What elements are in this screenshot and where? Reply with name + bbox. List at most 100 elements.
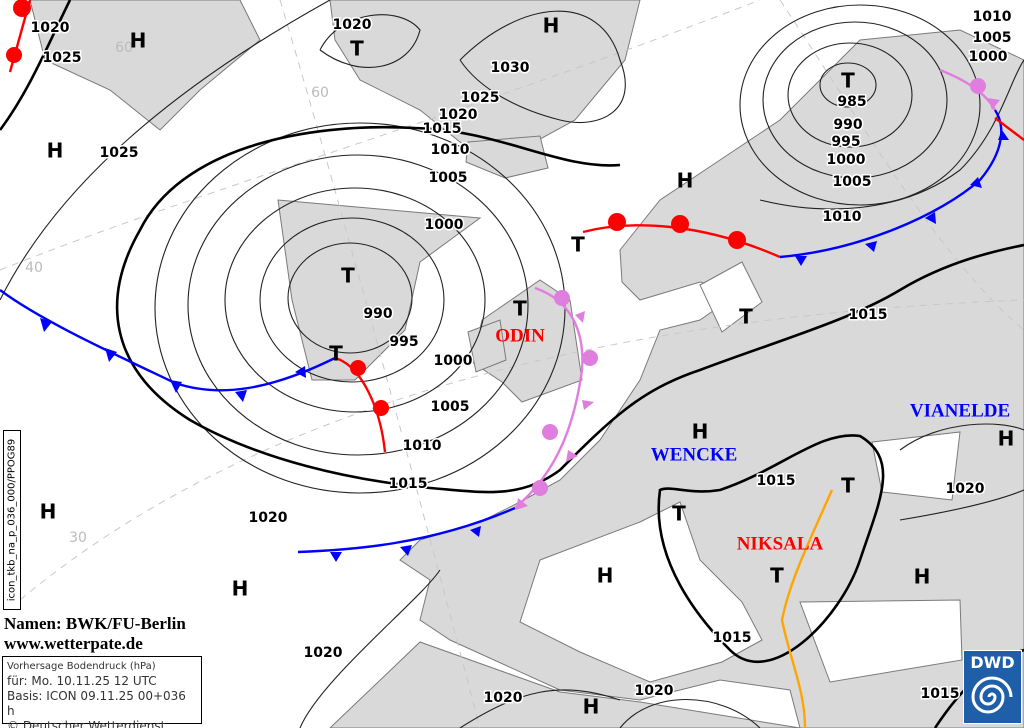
svg-text:H: H xyxy=(40,500,57,524)
svg-text:T: T xyxy=(350,37,364,61)
storm-name-wencke: WENCKE xyxy=(651,444,738,465)
svg-text:T: T xyxy=(841,69,855,93)
svg-text:1020: 1020 xyxy=(249,510,288,526)
svg-text:H: H xyxy=(583,695,600,719)
svg-text:1015: 1015 xyxy=(921,686,960,702)
svg-text:1010: 1010 xyxy=(403,438,442,454)
svg-text:H: H xyxy=(232,577,249,601)
svg-text:990: 990 xyxy=(363,306,392,322)
svg-text:T: T xyxy=(672,502,686,526)
info-model-base: Basis: ICON 09.11.25 00+036 h xyxy=(7,689,186,718)
svg-text:1000: 1000 xyxy=(969,49,1008,65)
svg-text:T: T xyxy=(841,474,855,498)
svg-text:H: H xyxy=(914,565,931,589)
svg-text:1005: 1005 xyxy=(833,174,872,190)
svg-text:H: H xyxy=(543,14,560,38)
svg-text:T: T xyxy=(513,297,527,321)
svg-text:1010: 1010 xyxy=(973,9,1012,25)
north-africa xyxy=(329,641,801,728)
svg-text:H: H xyxy=(47,139,64,163)
cold-front-south xyxy=(297,506,516,554)
svg-text:T: T xyxy=(341,264,355,288)
svg-text:995: 995 xyxy=(831,134,860,150)
baltic-sea xyxy=(699,261,763,333)
svg-text:990: 990 xyxy=(833,117,862,133)
svg-text:1025: 1025 xyxy=(461,90,500,106)
svg-text:1015: 1015 xyxy=(423,121,462,137)
svg-text:995: 995 xyxy=(389,334,418,350)
svg-text:H: H xyxy=(130,29,147,53)
pressure-centers: H H T H T H T T T T T H H T T H T H H H … xyxy=(40,14,1015,719)
svg-text:1030: 1030 xyxy=(491,60,530,76)
svg-text:1015: 1015 xyxy=(389,476,428,492)
cold-front-triangles xyxy=(40,130,1009,562)
svg-text:60: 60 xyxy=(115,40,133,56)
info-box: Vorhersage Bodendruck (hPa) für: Mo. 10.… xyxy=(2,656,202,728)
svg-text:1020: 1020 xyxy=(946,481,985,497)
svg-text:1015: 1015 xyxy=(713,630,752,646)
svg-text:1010: 1010 xyxy=(823,209,862,225)
svg-text:1000: 1000 xyxy=(434,353,473,369)
dwd-logo: DWD xyxy=(963,650,1022,724)
product-id-box: icon_tkb_na_p_036_000/PPOG89 xyxy=(3,430,21,610)
svg-text:H: H xyxy=(692,420,709,444)
dwd-logo-text: DWD xyxy=(970,653,1015,672)
svg-text:1020: 1020 xyxy=(484,690,523,706)
black-sea xyxy=(871,431,961,501)
svg-text:T: T xyxy=(571,233,585,257)
isobar-labels: 1020 1025 1020 1030 1025 1020 1015 1010 … xyxy=(29,8,1013,708)
svg-text:985: 985 xyxy=(837,94,866,110)
eastern-mediterranean xyxy=(799,599,963,683)
storm-names: ODIN WENCKE VIANELDE NIKSALA xyxy=(495,325,1010,554)
iceland xyxy=(465,135,549,179)
credits: Namen: BWK/FU-Berlin www.wetterpate.de xyxy=(4,614,186,654)
cold-front-west xyxy=(0,289,336,392)
names-credit: Namen: BWK/FU-Berlin xyxy=(4,614,186,633)
svg-text:1005: 1005 xyxy=(431,399,470,415)
svg-text:1015: 1015 xyxy=(849,307,888,323)
ireland xyxy=(467,319,507,373)
svg-text:T: T xyxy=(329,342,343,366)
mediterranean-sea xyxy=(519,501,763,683)
website-link[interactable]: www.wetterpate.de xyxy=(4,634,143,653)
storm-name-odin: ODIN xyxy=(495,325,545,346)
svg-text:1025: 1025 xyxy=(43,50,82,66)
product-id: icon_tkb_na_p_036_000/PPOG89 xyxy=(6,438,18,602)
info-copyright: © Deutscher Wetterdienst xyxy=(7,719,166,728)
svg-text:1025: 1025 xyxy=(100,145,139,161)
svg-text:1005: 1005 xyxy=(973,30,1012,46)
svg-text:T: T xyxy=(739,305,753,329)
storm-name-vianelde: VIANELDE xyxy=(910,400,1010,421)
svg-text:60: 60 xyxy=(311,85,329,101)
svg-text:1020: 1020 xyxy=(439,107,478,123)
warm-front-semicircles xyxy=(6,0,746,416)
svg-text:1000: 1000 xyxy=(827,152,866,168)
svg-text:1005: 1005 xyxy=(429,170,468,186)
warm-front-west xyxy=(334,356,387,453)
cold-front-east xyxy=(779,109,1003,259)
info-valid-time: für: Mo. 10.11.25 12 UTC xyxy=(7,674,157,688)
svg-text:1010: 1010 xyxy=(431,142,470,158)
land-top-left xyxy=(29,0,261,131)
warm-front-north xyxy=(582,224,781,259)
svg-text:1020: 1020 xyxy=(31,20,70,36)
svg-text:1000: 1000 xyxy=(425,217,464,233)
occluded-front-symbols xyxy=(516,78,1000,510)
warm-front-ne xyxy=(994,117,1024,141)
svg-text:1020: 1020 xyxy=(333,17,372,33)
grid-degree-labels: 60 60 40 30 xyxy=(25,40,329,546)
svg-text:1020: 1020 xyxy=(635,683,674,699)
svg-text:T: T xyxy=(770,564,784,588)
svg-text:1015: 1015 xyxy=(757,473,796,489)
svg-text:H: H xyxy=(597,564,614,588)
svg-text:H: H xyxy=(998,427,1015,451)
trough-niksala xyxy=(780,489,834,728)
svg-text:30: 30 xyxy=(69,530,87,546)
info-title: Vorhersage Bodendruck (hPa) xyxy=(7,661,156,672)
svg-text:1020: 1020 xyxy=(304,645,343,661)
storm-name-niksala: NIKSALA xyxy=(737,533,824,554)
